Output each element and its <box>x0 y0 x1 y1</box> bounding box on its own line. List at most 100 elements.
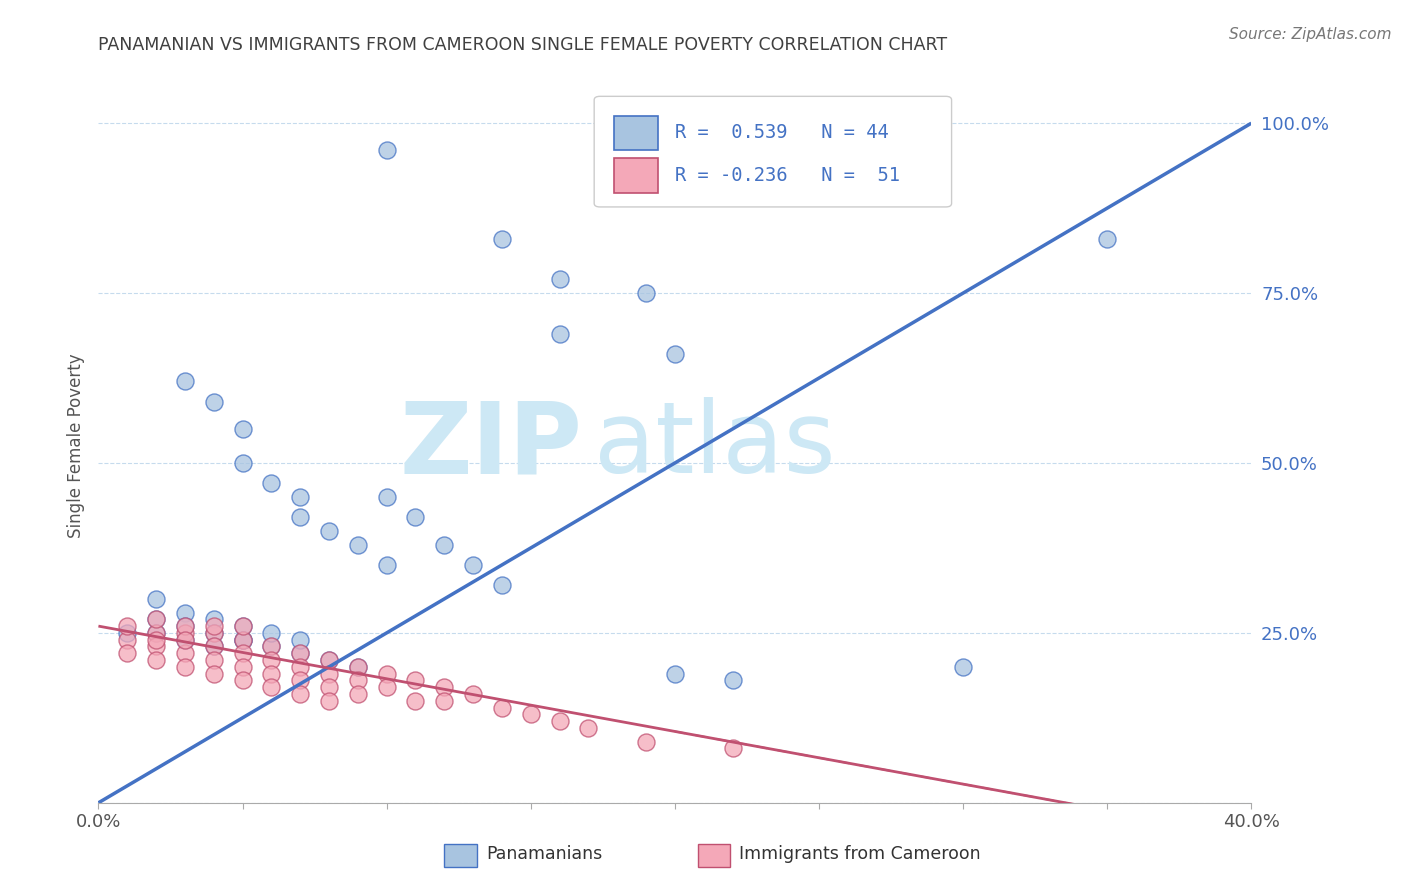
Text: Panamanians: Panamanians <box>486 846 602 863</box>
Point <box>145 640 167 654</box>
Point <box>174 606 197 620</box>
Point <box>174 619 197 633</box>
Point <box>231 422 254 436</box>
Point <box>202 626 225 640</box>
Point <box>260 640 283 654</box>
Point <box>290 646 312 660</box>
Point <box>145 626 167 640</box>
Point <box>318 680 340 694</box>
Point <box>260 666 283 681</box>
Text: Source: ZipAtlas.com: Source: ZipAtlas.com <box>1229 27 1392 42</box>
Point <box>117 646 138 660</box>
Point <box>491 700 513 714</box>
Point <box>346 660 368 674</box>
Point <box>548 714 571 729</box>
Point <box>117 626 138 640</box>
Point <box>405 673 427 688</box>
Point <box>145 612 167 626</box>
Point <box>491 232 513 246</box>
Point <box>290 632 312 647</box>
Point <box>174 626 197 640</box>
Point <box>260 680 283 694</box>
Point <box>202 640 225 654</box>
Text: ZIP: ZIP <box>399 398 582 494</box>
Point <box>636 286 658 301</box>
Point <box>375 666 398 681</box>
Point <box>145 591 167 606</box>
Point <box>375 558 398 572</box>
Point <box>375 490 398 504</box>
Point <box>202 619 225 633</box>
Point <box>202 394 225 409</box>
Point <box>548 272 571 286</box>
Point <box>290 510 312 524</box>
Point <box>260 626 283 640</box>
Point <box>318 653 340 667</box>
Point <box>318 694 340 708</box>
FancyBboxPatch shape <box>595 96 952 207</box>
Bar <box>614 159 658 193</box>
Point <box>174 619 197 633</box>
Point <box>433 680 456 694</box>
Point <box>231 619 254 633</box>
Point <box>290 490 312 504</box>
Point <box>664 347 686 361</box>
Point <box>260 640 283 654</box>
Point <box>318 524 340 538</box>
Point <box>491 578 513 592</box>
Point <box>260 476 283 491</box>
Point <box>231 660 254 674</box>
Text: Immigrants from Cameroon: Immigrants from Cameroon <box>740 846 981 863</box>
Point <box>231 646 254 660</box>
Point <box>145 612 167 626</box>
Point <box>721 741 744 756</box>
Point <box>433 537 456 551</box>
Point <box>174 632 197 647</box>
Y-axis label: Single Female Poverty: Single Female Poverty <box>66 354 84 538</box>
Point <box>117 632 138 647</box>
Bar <box>697 844 730 867</box>
Point <box>290 646 312 660</box>
Point <box>664 666 686 681</box>
Bar <box>614 116 658 150</box>
Text: R =  0.539   N = 44: R = 0.539 N = 44 <box>675 123 889 142</box>
Point <box>231 456 254 470</box>
Point <box>346 537 368 551</box>
Point <box>375 680 398 694</box>
Point <box>202 612 225 626</box>
Bar <box>444 844 477 867</box>
Point <box>145 632 167 647</box>
Point <box>290 687 312 701</box>
Point <box>952 660 974 674</box>
Point <box>145 653 167 667</box>
Point <box>231 632 254 647</box>
Point <box>174 375 197 389</box>
Point <box>290 673 312 688</box>
Point <box>117 619 138 633</box>
Point <box>636 734 658 748</box>
Point <box>721 673 744 688</box>
Point <box>231 632 254 647</box>
Point <box>1097 232 1119 246</box>
Text: PANAMANIAN VS IMMIGRANTS FROM CAMEROON SINGLE FEMALE POVERTY CORRELATION CHART: PANAMANIAN VS IMMIGRANTS FROM CAMEROON S… <box>98 36 948 54</box>
Point <box>346 673 368 688</box>
Point <box>202 666 225 681</box>
Point <box>145 626 167 640</box>
Point <box>346 660 368 674</box>
Point <box>318 653 340 667</box>
Point <box>231 673 254 688</box>
Point <box>578 721 600 735</box>
Point <box>548 326 571 341</box>
Point <box>405 694 427 708</box>
Point <box>461 687 484 701</box>
Point <box>346 687 368 701</box>
Point <box>231 619 254 633</box>
Point <box>174 632 197 647</box>
Text: R = -0.236   N =  51: R = -0.236 N = 51 <box>675 166 900 185</box>
Point <box>433 694 456 708</box>
Point <box>174 646 197 660</box>
Point <box>461 558 484 572</box>
Text: atlas: atlas <box>595 398 835 494</box>
Point <box>202 653 225 667</box>
Point <box>202 640 225 654</box>
